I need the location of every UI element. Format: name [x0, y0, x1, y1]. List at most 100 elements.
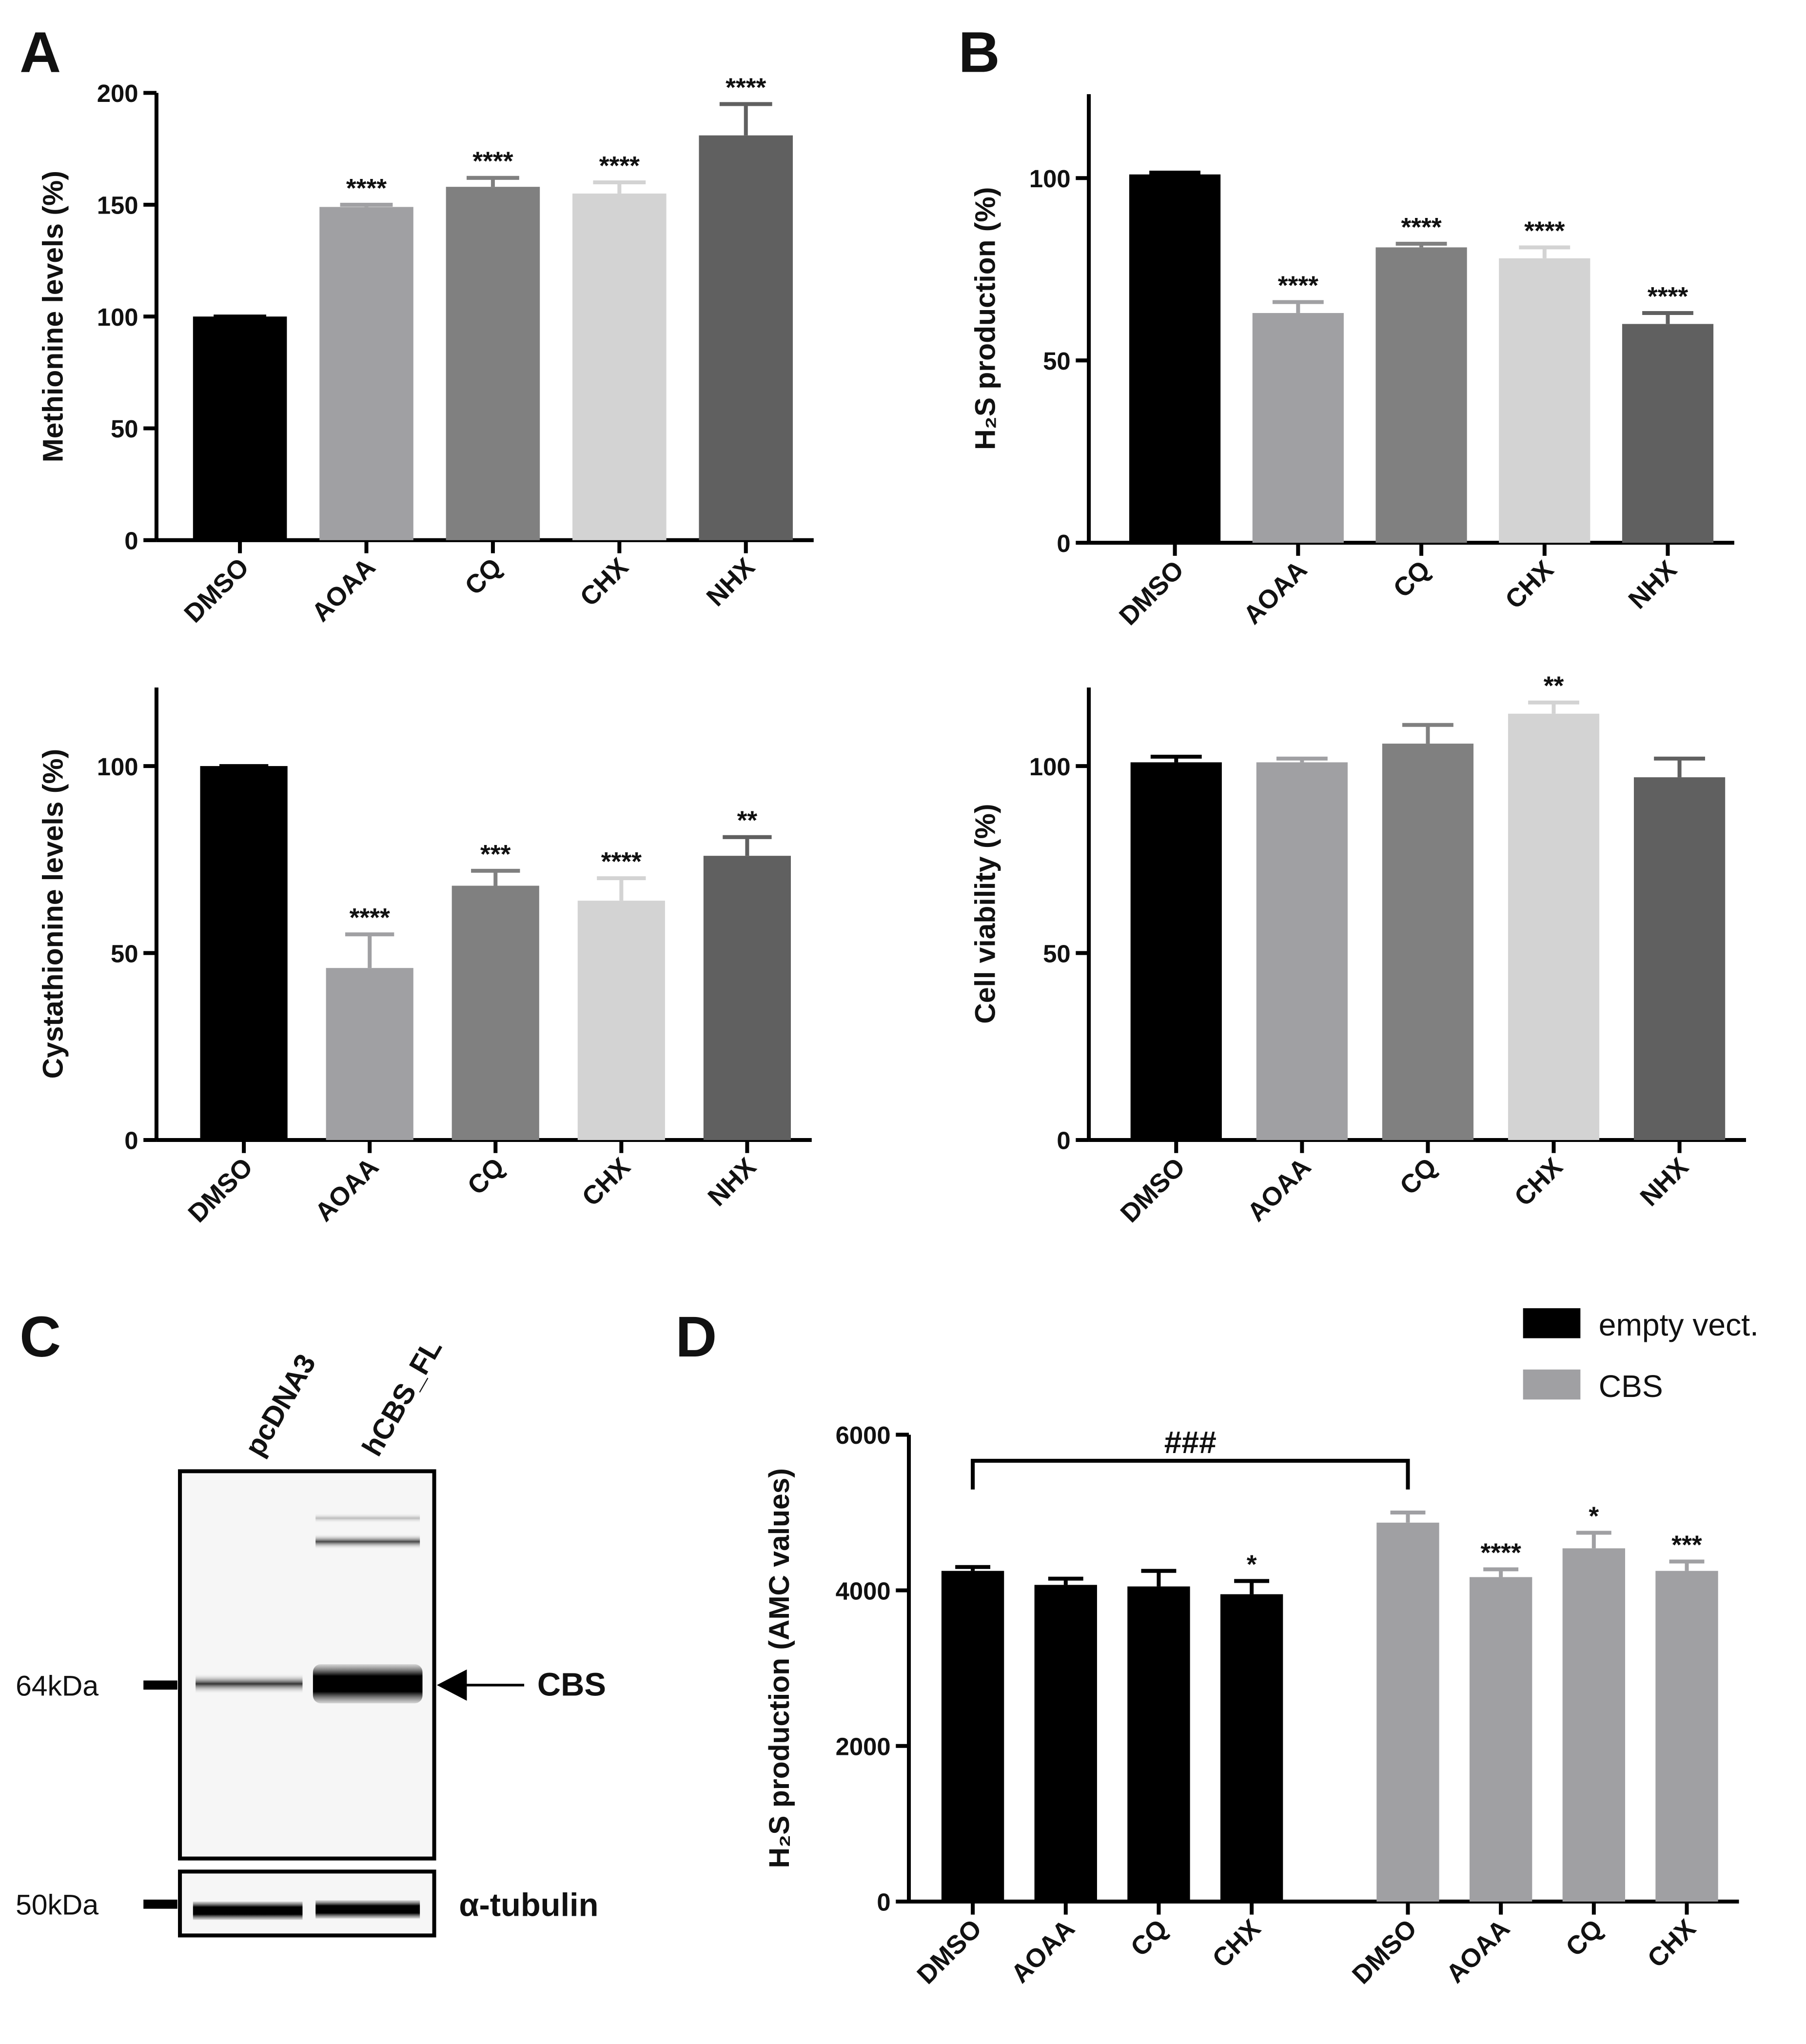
bar — [1127, 1586, 1190, 1902]
x-tick-label: AOAA — [1006, 1914, 1080, 1988]
x-tick-label: NHX — [703, 1152, 762, 1212]
x-tick-label: CHX — [577, 1152, 636, 1212]
significance: **** — [1524, 216, 1565, 245]
x-tick-label: NHX — [701, 552, 761, 612]
x-tick-label: CQ — [459, 552, 507, 600]
y-tick-label: 0 — [877, 1888, 890, 1916]
legend-swatch — [1523, 1369, 1581, 1400]
bar — [699, 135, 793, 540]
x-tick-label: DMSO — [179, 552, 255, 628]
bar — [1129, 174, 1221, 543]
significance: **** — [350, 904, 390, 932]
x-tick-label: CQ — [1125, 1914, 1173, 1962]
band — [315, 1900, 420, 1919]
y-tick-label: 4000 — [836, 1577, 891, 1605]
significance: ** — [1544, 672, 1564, 701]
significance: *** — [1671, 1531, 1702, 1559]
panel-label: D — [675, 1304, 717, 1369]
bar — [319, 207, 413, 540]
x-tick-label: CQ — [1388, 555, 1436, 603]
bar — [1034, 1585, 1097, 1902]
significance: **** — [601, 847, 642, 876]
x-tick-label: CHX — [575, 552, 634, 612]
x-tick-label: CHX — [1500, 555, 1559, 615]
legend-swatch — [1523, 1308, 1581, 1338]
significance: **** — [1401, 213, 1441, 242]
significance: **** — [1481, 1538, 1521, 1567]
x-tick-label: DMSO — [1347, 1914, 1422, 1989]
significance: **** — [472, 147, 513, 176]
legend-label: CBS — [1599, 1369, 1663, 1404]
y-axis-label: Methionine levels (%) — [37, 171, 69, 462]
band-label: α-tubulin — [459, 1887, 598, 1923]
y-tick-label: 0 — [124, 1127, 138, 1155]
lane-label: hCBS_FL — [356, 1334, 449, 1461]
arrow-head — [436, 1669, 467, 1701]
bar — [1655, 1571, 1718, 1902]
band-label: CBS — [537, 1666, 606, 1703]
y-tick-label: 50 — [111, 415, 138, 443]
bar — [577, 901, 665, 1140]
bar — [1382, 744, 1474, 1140]
y-tick-label: 200 — [97, 79, 138, 107]
bar — [1633, 777, 1726, 1140]
x-tick-label: DMSO — [1114, 555, 1189, 631]
y-tick-label: 150 — [97, 192, 138, 219]
y-axis-label: Cell viability (%) — [970, 804, 1001, 1023]
x-tick-label: AOAA — [1242, 1153, 1316, 1227]
blot: C pcDNA3 hCBS_FL 64kDa 50kDa CBS α-tubul… — [16, 1304, 606, 1938]
bracket-label: ### — [1164, 1425, 1217, 1460]
significance: **** — [726, 73, 766, 102]
y-axis-label: H₂S production (%) — [970, 187, 1001, 450]
band — [315, 1533, 420, 1550]
x-tick-label: CHX — [1509, 1152, 1569, 1212]
bar — [703, 856, 791, 1140]
bar — [452, 885, 539, 1140]
bar — [1622, 324, 1714, 543]
y-tick-label: 100 — [1029, 165, 1071, 193]
x-tick-label: AOAA — [1441, 1914, 1515, 1988]
bar — [193, 316, 287, 540]
significance: ** — [737, 806, 758, 835]
bar — [1376, 1522, 1439, 1902]
bar — [1499, 258, 1590, 543]
x-tick-label: CQ — [1560, 1914, 1608, 1962]
bar — [1375, 247, 1467, 543]
panel-label: C — [20, 1304, 61, 1369]
x-tick-label: AOAA — [310, 1153, 384, 1227]
significance: * — [1247, 1550, 1257, 1579]
y-tick-label: 0 — [1057, 530, 1070, 557]
x-tick-label: AOAA — [306, 552, 381, 627]
y-tick-label: 6000 — [836, 1421, 891, 1449]
bar — [1469, 1577, 1532, 1902]
significance: **** — [599, 152, 640, 180]
significance: **** — [346, 174, 387, 203]
y-tick-label: 2000 — [836, 1732, 891, 1760]
bracket — [971, 1458, 1410, 1490]
bar — [941, 1571, 1004, 1902]
bar — [1562, 1548, 1626, 1902]
y-tick-label: 50 — [1043, 347, 1071, 375]
significance: **** — [1278, 271, 1318, 300]
significance: * — [1589, 1502, 1599, 1531]
y-axis-label: H₂S production (AMC values) — [764, 1468, 795, 1868]
y-tick-label: 50 — [1043, 940, 1071, 967]
bar — [1252, 313, 1344, 543]
legend-label: empty vect. — [1599, 1307, 1759, 1342]
bar — [446, 187, 540, 540]
x-tick-label: DMSO — [1115, 1153, 1191, 1228]
x-tick-label: CHX — [1207, 1914, 1266, 1973]
y-tick-label: 50 — [111, 940, 138, 967]
bar — [1256, 762, 1348, 1140]
x-tick-label: NHX — [1635, 1152, 1694, 1212]
x-tick-label: DMSO — [183, 1153, 258, 1228]
marker-label: 64kDa — [16, 1670, 98, 1702]
bar — [1508, 713, 1600, 1140]
band — [313, 1664, 423, 1704]
band — [196, 1673, 303, 1694]
bar — [200, 766, 288, 1140]
bar — [1220, 1594, 1283, 1902]
y-tick-label: 0 — [1057, 1127, 1070, 1155]
y-tick-label: 100 — [97, 303, 138, 331]
